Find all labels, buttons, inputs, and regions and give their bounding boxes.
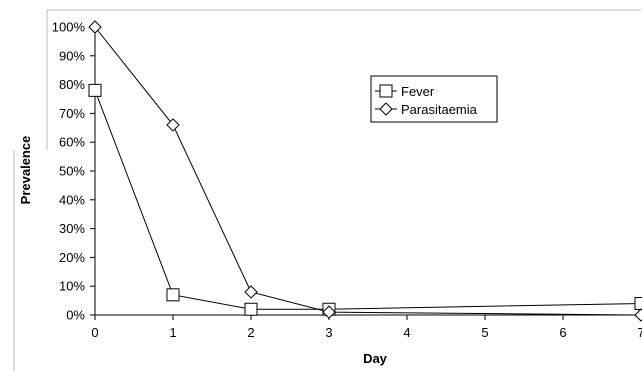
data-point-parasitaemia <box>322 305 336 319</box>
x-axis-title: Day <box>363 351 388 366</box>
y-tick-label: 50% <box>59 164 85 179</box>
y-tick-label: 60% <box>59 135 85 150</box>
y-axis-title: Prevalence <box>18 136 33 205</box>
data-point-parasitaemia <box>634 308 642 322</box>
x-tick-label: 7 <box>637 325 642 340</box>
legend-marker-parasitaemia <box>379 102 393 116</box>
data-point-fever <box>166 288 180 302</box>
legend-label-parasitaemia: Parasitaemia <box>401 102 478 117</box>
legend-box <box>370 75 498 123</box>
x-tick-label: 2 <box>247 325 254 340</box>
legend: Fever Parasitaemia <box>370 75 498 123</box>
x-tick-label: 0 <box>91 325 98 340</box>
series-line-parasitaemia <box>94 26 642 316</box>
y-tick-label: 10% <box>59 279 85 294</box>
y-tick-label: 90% <box>59 48 85 63</box>
x-tick-label: 1 <box>169 325 176 340</box>
data-point-fever <box>88 83 102 97</box>
y-tick-label: 100% <box>52 20 86 35</box>
series-lines <box>88 20 642 322</box>
y-tick-label: 30% <box>59 221 85 236</box>
y-tick-label: 40% <box>59 192 85 207</box>
data-point-parasitaemia <box>166 118 180 132</box>
y-tick-label: 0% <box>66 308 85 323</box>
y-tick-label: 80% <box>59 77 85 92</box>
data-point-fever <box>244 302 258 316</box>
x-tick-label: 6 <box>559 325 566 340</box>
legend-marker-fever <box>379 84 393 98</box>
axes: 0% 10% 20% 30% 40% 50% 60% 70% 80% 90% 100% 0 1 2 3 4 5 6… <box>13 9 642 371</box>
data-point-fever <box>634 296 642 310</box>
data-point-parasitaemia <box>244 285 258 299</box>
y-tick-label: 20% <box>59 250 85 265</box>
x-tick-label: 3 <box>325 325 332 340</box>
x-tick-label: 4 <box>403 325 410 340</box>
x-tick-label: 5 <box>481 325 488 340</box>
y-tick-label: 70% <box>59 106 85 121</box>
data-point-parasitaemia <box>88 20 102 34</box>
legend-label-fever: Fever <box>401 84 435 99</box>
